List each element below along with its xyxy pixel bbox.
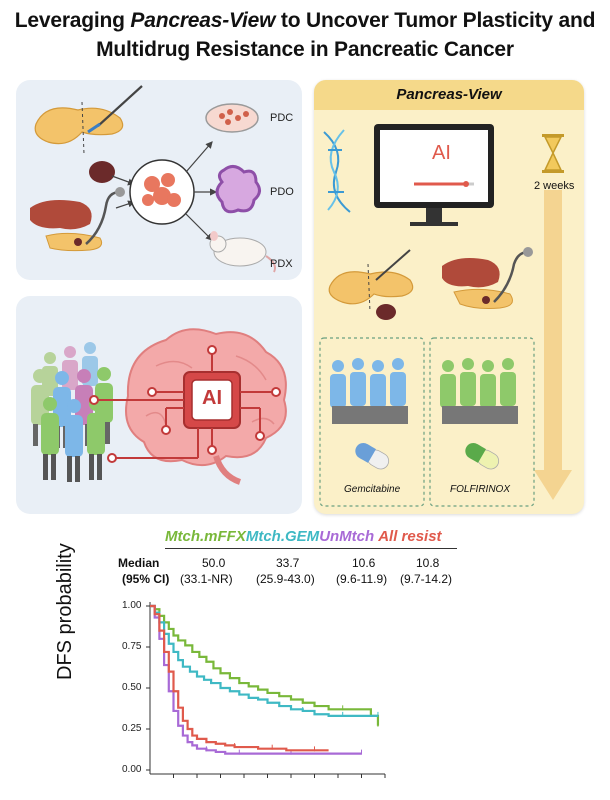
median-value: 10.8 — [416, 556, 440, 570]
gemcitabine-patients-icon — [330, 358, 408, 424]
title-text-em: Pancreas-View — [130, 9, 276, 32]
models-panel: PDC PDO PDX — [16, 80, 302, 280]
folfirinox-group-box — [429, 337, 535, 507]
figure-title: Leveraging Pancreas-View to Uncover Tumo… — [0, 6, 610, 64]
timeline-arrow — [534, 190, 572, 500]
pancreas-small-icon — [45, 232, 103, 252]
legend-item: UnMtch — [319, 528, 375, 545]
median-row: Median — [118, 556, 159, 570]
folfirinox-patients-icon — [440, 358, 518, 424]
time-label: 2 weeks — [534, 180, 575, 192]
chart-legend: Mtch.mFFXMtch.GEMUnMtch All resist — [165, 528, 442, 545]
mouse-icon — [209, 231, 276, 273]
title-line-2: Multidrug Resistance in Pancreatic Cance… — [96, 38, 514, 61]
title-text-b: to Uncover Tumor Plasticity and — [275, 9, 596, 32]
ci-value: (33.1-NR) — [180, 572, 233, 586]
y-tick-label: 0.50 — [122, 682, 142, 693]
ci-row: (95% CI) — [122, 572, 169, 586]
ci-value: (9.7-14.2) — [400, 572, 453, 586]
km-curve-unmtch — [150, 604, 362, 755]
screen-ai-label: AI — [432, 142, 451, 164]
scalpel-icon — [375, 249, 411, 281]
legend-item: Mtch.GEM — [245, 528, 320, 545]
title-text-a: Leveraging — [14, 9, 131, 32]
ci-label: (95% CI) — [122, 572, 170, 586]
patient-crowd-icon — [31, 342, 113, 482]
median-value: 10.6 — [352, 556, 376, 570]
gemcitabine-label: Gemcitabine — [344, 484, 401, 495]
median-label: Median — [118, 556, 160, 570]
median-value: 33.7 — [276, 556, 300, 570]
pdo-label: PDO — [270, 186, 294, 198]
median-value: 50.0 — [202, 556, 226, 570]
petri-dish-icon — [205, 103, 259, 133]
gemcitabine-group-box — [319, 337, 425, 507]
y-tick-label: 0.75 — [122, 641, 142, 652]
ci-value: (9.6-11.9) — [336, 572, 388, 586]
km-curve-all-resist — [150, 604, 329, 752]
y-tick-label: 1.00 — [122, 600, 142, 611]
pancreas-view-header: Pancreas-View — [314, 80, 584, 110]
endoscope-icon — [493, 250, 529, 303]
endoscope-icon — [85, 190, 121, 245]
liver-icon — [30, 200, 92, 230]
ai-chip-label: AI — [202, 387, 222, 409]
pdx-label: PDX — [270, 258, 293, 270]
km-curve-mtch-gem — [150, 604, 378, 717]
capsule-blue-icon — [355, 443, 390, 470]
legend-item: All resist — [378, 528, 442, 545]
pdc-label: PDC — [270, 112, 294, 124]
hourglass-icon — [542, 134, 564, 173]
monitor-icon — [374, 124, 494, 226]
pancreas-view-illustration — [319, 124, 572, 507]
y-tick-label: 0.25 — [122, 723, 142, 734]
dna-icon — [323, 129, 351, 213]
y-tick-label: 0.00 — [122, 764, 142, 775]
capsule-green-icon — [465, 443, 500, 470]
ai-panel: AI — [16, 296, 302, 514]
legend-underline — [165, 548, 457, 549]
km-curve-mtch-mffx — [150, 604, 380, 726]
pancreas-icon — [328, 271, 414, 305]
title-line-1: Leveraging Pancreas-View to Uncover Tumo… — [0, 6, 610, 35]
tumor-icon — [376, 304, 396, 320]
pancreas-icon — [34, 107, 124, 145]
ci-value: (25.9-43.0) — [256, 572, 315, 586]
ai-illustration — [31, 328, 287, 485]
models-illustration — [30, 85, 276, 273]
liver-icon — [442, 258, 500, 288]
legend-item: Mtch.mFFX — [165, 528, 246, 545]
pancreas-view-panel: Pancreas-View — [314, 80, 584, 514]
organoid-icon — [215, 165, 261, 214]
scalpel-icon — [87, 85, 143, 134]
tumor-icon — [89, 161, 115, 183]
folfirinox-label: FOLFIRINOX — [450, 484, 511, 495]
